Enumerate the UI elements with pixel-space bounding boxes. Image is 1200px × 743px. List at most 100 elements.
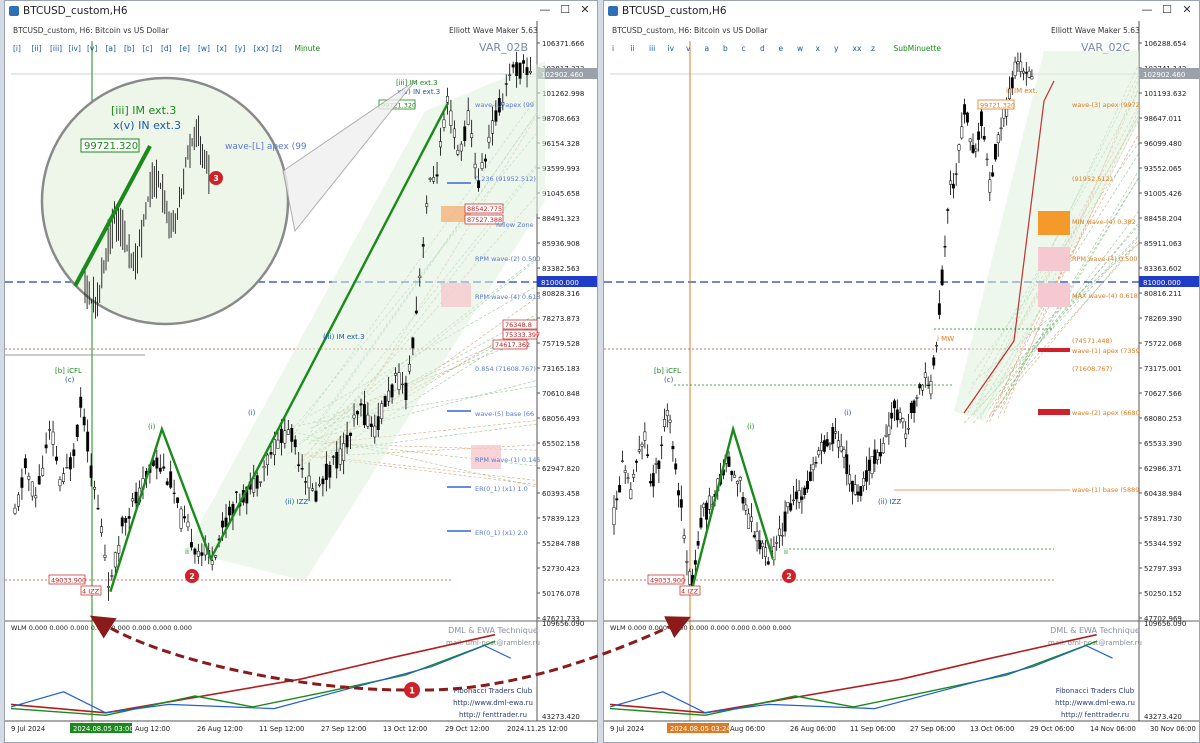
candle-body	[632, 474, 636, 478]
degree-button[interactable]: w	[797, 44, 803, 53]
close-button[interactable]: ✕	[580, 3, 590, 16]
app-icon	[9, 6, 19, 16]
watermark-mail: mail: dml-post@rambler.ru	[1048, 639, 1142, 647]
maximize-button[interactable]: ☐	[560, 3, 570, 16]
candle-body	[615, 498, 619, 501]
level-price-box	[537, 276, 597, 287]
degree-button[interactable]: ii	[631, 44, 635, 53]
candle-body	[1022, 70, 1025, 74]
candle-body	[269, 452, 273, 455]
candle-body	[954, 173, 958, 175]
degree-button[interactable]: y	[834, 44, 839, 53]
degree-button[interactable]: a	[705, 44, 710, 53]
degree-button[interactable]: iii	[649, 44, 655, 53]
candle-body	[873, 449, 877, 464]
candle-body	[414, 310, 418, 314]
candle-body	[522, 60, 526, 64]
degree-button[interactable]: [iii]	[50, 44, 62, 53]
minimize-button[interactable]: —	[539, 3, 551, 16]
candle-body	[949, 180, 953, 185]
price-tick-label: 80828.316	[542, 290, 580, 298]
price-tick-label: 70610.848	[542, 390, 580, 398]
degree-button[interactable]: c	[742, 44, 746, 53]
candle-body	[660, 444, 664, 446]
candle-body	[331, 456, 335, 458]
fib-label: (91952.512)	[1072, 175, 1112, 183]
indicator-header: WLM 0.000 0.000 0.000 0.000 0.000 0.000 …	[610, 624, 791, 632]
candle-body	[470, 133, 474, 139]
degree-button[interactable]: [i]	[13, 44, 21, 53]
candle-body	[766, 561, 770, 565]
candle-body	[968, 138, 972, 143]
candle-body	[110, 575, 114, 577]
degree-button[interactable]: [y]	[235, 44, 245, 53]
degree-button[interactable]: [xx]	[254, 44, 269, 53]
price-tick-label: 57839.123	[542, 515, 580, 523]
degree-button[interactable]: xx	[853, 44, 862, 53]
close-button[interactable]: ✕	[1182, 3, 1192, 16]
degree-button[interactable]: e	[779, 44, 784, 53]
candle-body	[915, 397, 919, 399]
minimize-button[interactable]: —	[1141, 3, 1153, 16]
candle-body	[884, 434, 888, 437]
degree-button[interactable]: [z]	[272, 44, 282, 53]
date-tick-label: 29 Oct 06:00	[1030, 725, 1074, 733]
candle-body	[817, 450, 821, 456]
degree-button[interactable]: [c]	[143, 44, 153, 53]
degree-button[interactable]: iv	[668, 44, 675, 53]
candle-body	[362, 404, 366, 426]
fib-price-box	[464, 214, 504, 225]
candle-body	[904, 433, 908, 439]
price-tick-label: 91005.426	[1144, 190, 1182, 198]
date-tick-label: 2024.08.05 03:00	[73, 725, 134, 733]
degree-button[interactable]: [x]	[217, 44, 227, 53]
degree-button[interactable]: x	[816, 44, 821, 53]
date-tick-label: 27 Sep 06:00	[910, 725, 955, 733]
degree-button[interactable]: [d]	[161, 44, 172, 53]
candle-body	[623, 470, 627, 473]
degree-button[interactable]: d	[760, 44, 765, 53]
candle-body	[901, 418, 905, 423]
maximize-button[interactable]: ☐	[1162, 3, 1172, 16]
price-tick-label: 73165.183	[542, 365, 580, 373]
candle-body	[663, 419, 666, 427]
price-tick-label: 60393.458	[542, 490, 580, 498]
start-wave-label: 4 IZZ	[82, 588, 100, 596]
price-tick-label: 83382.563	[542, 265, 580, 273]
candle-body	[1002, 108, 1006, 119]
candle-body	[508, 74, 512, 77]
candle-body	[428, 178, 432, 180]
degree-button[interactable]: [b]	[124, 44, 135, 53]
candle-body	[1030, 76, 1034, 80]
candle-body	[349, 432, 353, 436]
fib-label: RPM wave-(4) 0.500	[1072, 255, 1137, 263]
price-chart[interactable]: BTCUSD_custom, H6: Bitcoin vs US Dollar E…	[604, 21, 1200, 743]
candle-body	[72, 449, 76, 456]
degree-button[interactable]: [iv]	[69, 44, 81, 53]
candle-body	[511, 64, 515, 68]
degree-button[interactable]: v	[686, 44, 691, 53]
candle-body	[921, 384, 924, 391]
price-chart[interactable]: BTCUSD_custom, H6: Bitcoin vs US Dollar E…	[5, 21, 598, 743]
degree-button[interactable]: b	[723, 44, 728, 53]
fan-line	[305, 423, 538, 455]
degree-button[interactable]: [w]	[198, 44, 210, 53]
indicator-green-line	[609, 640, 1097, 717]
degree-button[interactable]: [a]	[106, 44, 117, 53]
degree-button[interactable]: z	[871, 44, 875, 53]
degree-button[interactable]: [ii]	[32, 44, 42, 53]
candle-body	[705, 502, 709, 520]
candle-body	[359, 403, 363, 406]
fib-label: (71608.767)	[1072, 365, 1112, 373]
candle-body	[898, 412, 902, 420]
top-price-box	[977, 99, 1015, 110]
degree-button[interactable]: i	[612, 44, 614, 53]
fib-label: wave-[L] apex (99	[475, 101, 534, 109]
candle-body	[671, 446, 675, 450]
candle-body	[169, 471, 173, 488]
candle-body	[317, 483, 321, 486]
candle-body	[831, 427, 835, 444]
degree-button[interactable]: [e]	[180, 44, 191, 53]
candle-body	[176, 497, 180, 503]
fan-line	[976, 234, 1140, 406]
